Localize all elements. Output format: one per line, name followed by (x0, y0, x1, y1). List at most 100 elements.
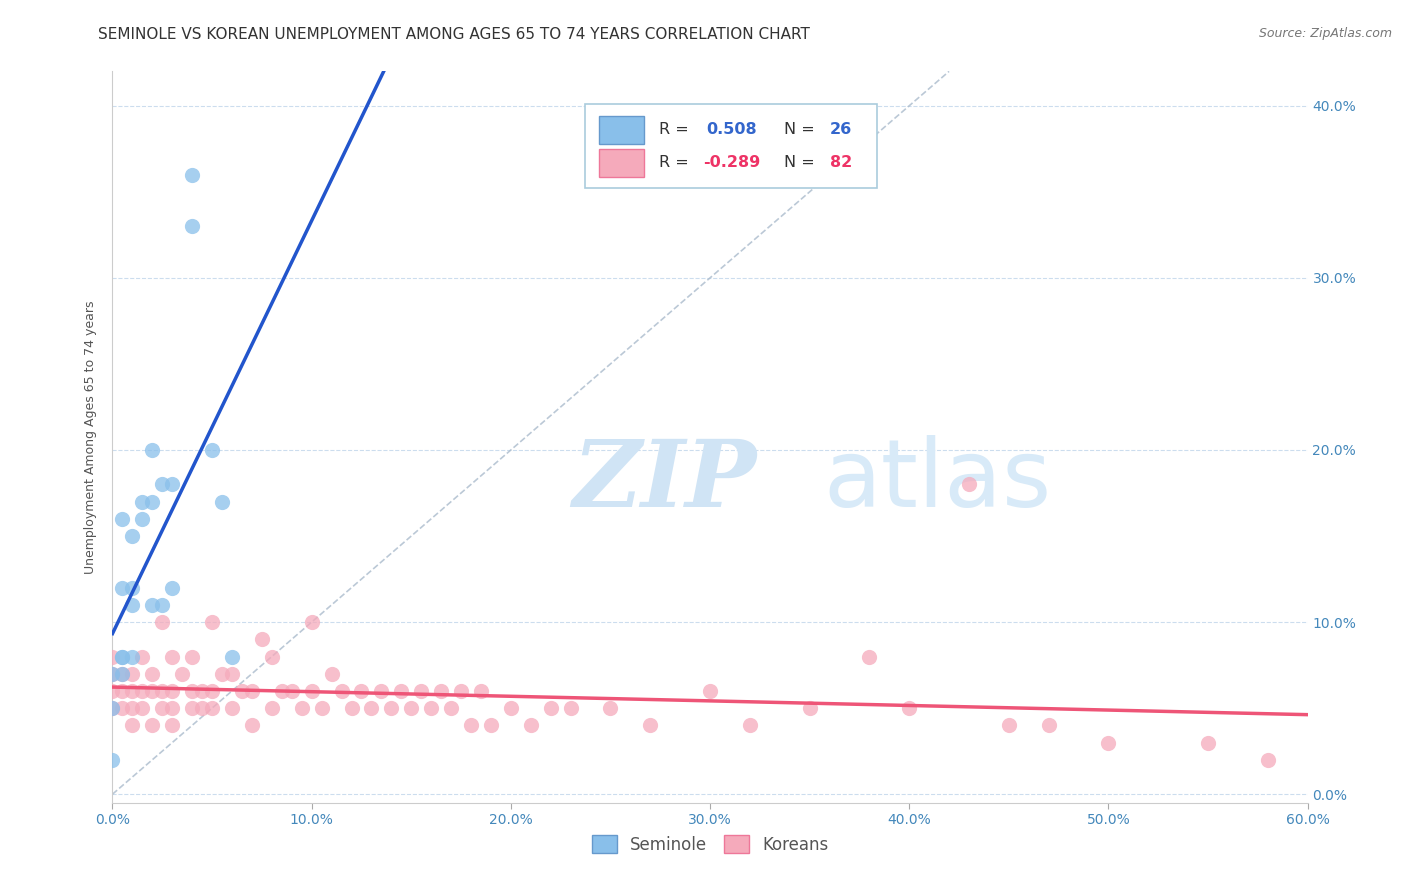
Point (330, 684, 353, 698)
Point (211, 666, 233, 681)
Point (389, 684, 412, 698)
Point (131, 494, 153, 508)
Point (201, 684, 224, 698)
Point (141, 718, 163, 732)
Point (162, 581, 183, 595)
Point (162, 684, 183, 698)
Point (121, 684, 143, 698)
Point (520, 718, 543, 732)
Point (201, 615, 224, 629)
Point (221, 649, 243, 664)
Point (162, 649, 183, 664)
Point (260, 649, 283, 664)
Point (291, 701, 314, 715)
Point (470, 684, 492, 698)
Text: Source: ZipAtlas.com: Source: ZipAtlas.com (1258, 27, 1392, 40)
Text: N =: N = (785, 122, 820, 137)
Point (101, 701, 124, 715)
Point (858, 649, 880, 664)
Point (111, 581, 134, 595)
Point (321, 666, 343, 681)
Point (370, 684, 392, 698)
Point (150, 615, 173, 629)
Point (479, 718, 502, 732)
Point (281, 684, 304, 698)
Point (131, 512, 153, 526)
Point (191, 701, 214, 715)
Point (101, 666, 124, 681)
Point (121, 598, 143, 612)
Y-axis label: Unemployment Among Ages 65 to 74 years: Unemployment Among Ages 65 to 74 years (83, 301, 97, 574)
Point (141, 494, 163, 508)
Point (121, 701, 143, 715)
Point (191, 684, 214, 698)
Point (111, 666, 134, 681)
Point (599, 701, 621, 715)
Point (121, 581, 143, 595)
Point (221, 701, 243, 715)
Point (131, 684, 153, 698)
Point (121, 529, 143, 543)
Point (141, 598, 163, 612)
Point (150, 684, 173, 698)
FancyBboxPatch shape (585, 104, 877, 188)
Point (211, 494, 233, 508)
Point (101, 701, 124, 715)
Point (101, 753, 124, 767)
Point (250, 632, 273, 647)
Point (340, 701, 363, 715)
Point (460, 718, 482, 732)
Point (1038, 718, 1060, 732)
Text: SEMINOLE VS KOREAN UNEMPLOYMENT AMONG AGES 65 TO 74 YEARS CORRELATION CHART: SEMINOLE VS KOREAN UNEMPLOYMENT AMONG AG… (98, 27, 810, 42)
Point (131, 701, 153, 715)
Point (111, 684, 134, 698)
Point (499, 701, 522, 715)
Point (162, 701, 183, 715)
Bar (599, 149, 644, 177)
Point (450, 684, 472, 698)
Point (141, 684, 163, 698)
Point (957, 477, 980, 491)
Point (162, 477, 183, 491)
Point (181, 649, 204, 664)
Point (1197, 735, 1219, 749)
Point (998, 718, 1021, 732)
Point (540, 701, 562, 715)
Text: -0.289: -0.289 (703, 155, 761, 170)
Point (420, 701, 443, 715)
Point (101, 649, 124, 664)
Point (111, 512, 134, 526)
Point (111, 649, 134, 664)
Point (1097, 735, 1119, 749)
Point (111, 701, 134, 715)
Point (101, 666, 124, 681)
Point (181, 219, 204, 234)
Text: ZIP: ZIP (572, 436, 756, 526)
Point (201, 701, 224, 715)
Point (799, 701, 821, 715)
Text: R =: R = (658, 122, 693, 137)
Point (898, 701, 921, 715)
Point (311, 701, 333, 715)
Point (101, 684, 124, 698)
Text: N =: N = (785, 155, 820, 170)
Point (380, 701, 402, 715)
Point (301, 684, 323, 698)
Point (430, 684, 453, 698)
Point (260, 701, 283, 715)
Point (301, 615, 323, 629)
Point (150, 701, 173, 715)
Point (1257, 753, 1279, 767)
Point (121, 718, 143, 732)
Text: 26: 26 (830, 122, 852, 137)
Point (121, 649, 143, 664)
Point (699, 684, 721, 698)
Point (240, 684, 263, 698)
Point (181, 701, 204, 715)
Bar (599, 116, 644, 144)
Point (172, 666, 194, 681)
Point (401, 701, 423, 715)
Point (560, 701, 582, 715)
Point (221, 666, 243, 681)
Text: 0.508: 0.508 (706, 122, 756, 137)
